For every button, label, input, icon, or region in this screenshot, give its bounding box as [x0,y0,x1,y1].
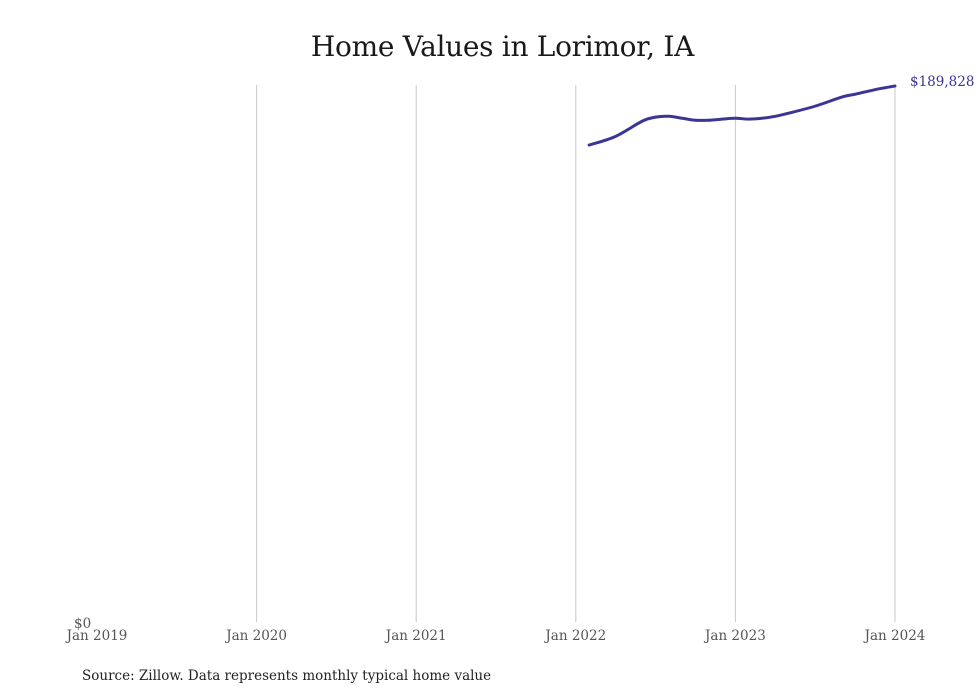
x-tick-label: Jan 2021 [384,628,447,644]
end-value-label: $189,828 [910,74,974,90]
home-value-line [587,84,897,147]
x-axis-ticks: Jan 2019 Jan 2020 Jan 2021 Jan 2022 Jan 2023… [65,628,926,644]
x-tick-label: Jan 2019 [65,628,128,644]
x-tick-label: Jan 2022 [543,628,606,644]
y-axis-zero-label: $0 [74,616,91,632]
source-note: Source: Zillow. Data represents monthly … [82,668,492,684]
x-tick-label: Jan 2020 [224,628,287,644]
gridlines [256,85,896,622]
x-tick-label: Jan 2023 [703,628,766,644]
x-tick-label: Jan 2024 [863,628,926,644]
chart-title: Home Values in Lorimor, IA [310,30,695,63]
